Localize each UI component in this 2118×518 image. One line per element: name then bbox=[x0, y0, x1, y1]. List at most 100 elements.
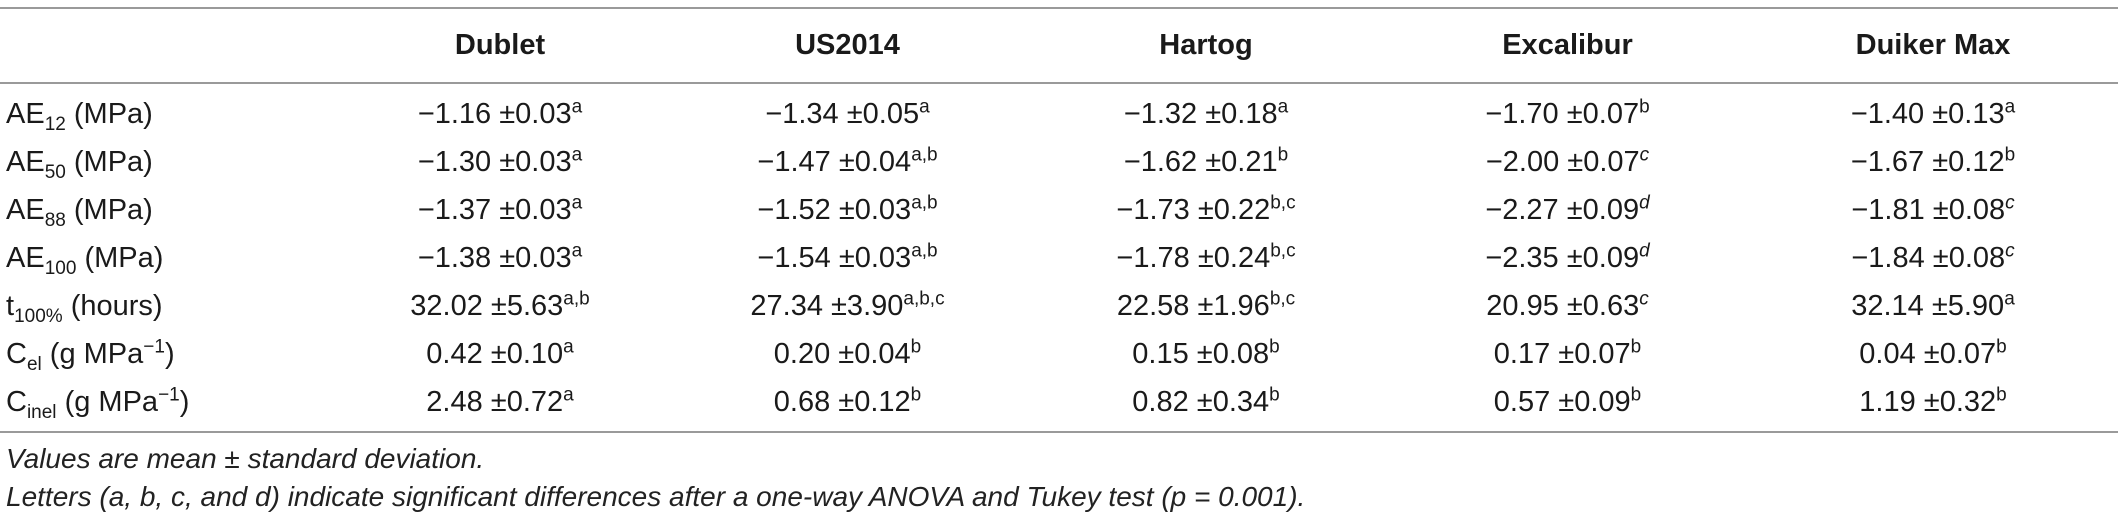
row-label: AE88 (MPa) bbox=[0, 186, 330, 234]
significance-letter: b bbox=[1269, 335, 1280, 357]
row-label: AE12 (MPa) bbox=[0, 82, 330, 138]
cell-value: −2.35 ±0.09 bbox=[1485, 241, 1640, 274]
row-label-symbol: AE bbox=[6, 193, 45, 226]
cell-value: 32.14 ±5.90 bbox=[1851, 289, 2005, 322]
row-label-symbol: AE bbox=[6, 97, 45, 130]
significance-letter: a,b bbox=[911, 239, 938, 261]
significance-letter: c bbox=[1639, 287, 1649, 309]
significance-letter: a,b bbox=[563, 287, 590, 309]
row-label-unit-close: ) bbox=[164, 337, 175, 370]
cell-value: 20.95 ±0.63 bbox=[1486, 289, 1640, 322]
row-label-subscript: 50 bbox=[44, 161, 66, 183]
significance-letter: a,b bbox=[911, 143, 938, 165]
cell-value: −1.37 ±0.03 bbox=[417, 193, 572, 226]
row-label-subscript: inel bbox=[26, 401, 57, 423]
table-cell: −1.37 ±0.03a bbox=[330, 186, 670, 234]
header-row: Dublet US2014 Hartog Excalibur Duiker Ma… bbox=[0, 9, 2118, 82]
significance-letter: b,c bbox=[1269, 287, 1296, 309]
table-cell: 0.68 ±0.12b bbox=[670, 378, 1025, 426]
cell-value: 22.58 ±1.96 bbox=[1116, 289, 1270, 322]
significance-letter: b bbox=[1996, 383, 2007, 405]
table-cell: −1.84 ±0.08c bbox=[1748, 234, 2118, 282]
row-label: Cel (g MPa−1) bbox=[0, 330, 330, 378]
table-cell: 0.57 ±0.09b bbox=[1387, 378, 1748, 426]
table-cell: −1.47 ±0.04a,b bbox=[670, 138, 1025, 186]
table-cell: −2.27 ±0.09d bbox=[1387, 186, 1748, 234]
header-cell-us2014: US2014 bbox=[795, 29, 900, 61]
cell-value: 0.04 ±0.07 bbox=[1859, 337, 1997, 370]
table-footnotes: Values are mean ± standard deviation. Le… bbox=[6, 440, 1305, 516]
cell-value: −1.84 ±0.08 bbox=[1851, 241, 2006, 274]
footnote-letters: Letters (a, b, c, and d) indicate signif… bbox=[6, 481, 1306, 512]
table-row: Cinel (g MPa−1) 2.48 ±0.72a 0.68 ±0.12b 0.8… bbox=[0, 378, 2118, 426]
table-cell: 1.19 ±0.32b bbox=[1748, 378, 2118, 426]
row-label: AE50 (MPa) bbox=[0, 138, 330, 186]
cell-value: −1.62 ±0.21 bbox=[1123, 145, 1278, 178]
row-label-subscript: 88 bbox=[44, 209, 66, 231]
table-cell: −1.78 ±0.24b,c bbox=[1025, 234, 1387, 282]
top-rule bbox=[0, 7, 2118, 9]
significance-letter: a bbox=[1277, 95, 1289, 117]
significance-letter: b bbox=[910, 383, 922, 405]
cell-value: −2.00 ±0.07 bbox=[1485, 145, 1640, 178]
cell-value: 0.82 ±0.34 bbox=[1132, 385, 1270, 418]
cell-value: 1.19 ±0.32 bbox=[1859, 385, 1997, 418]
results-table: Dublet US2014 Hartog Excalibur Duiker Ma… bbox=[0, 9, 2118, 426]
table-row: AE100 (MPa) −1.38 ±0.03a −1.54 ±0.03a,b −1.… bbox=[0, 234, 2118, 282]
row-label-symbol: AE bbox=[6, 145, 45, 178]
cell-value: −1.52 ±0.03 bbox=[757, 193, 912, 226]
significance-letter: a,b bbox=[911, 191, 938, 213]
row-label-unit: (MPa) bbox=[65, 145, 153, 178]
table-cell: −1.62 ±0.21b bbox=[1025, 138, 1387, 186]
cell-value: −1.38 ±0.03 bbox=[417, 241, 572, 274]
cell-value: −1.16 ±0.03 bbox=[417, 97, 572, 130]
cell-value: 0.57 ±0.09 bbox=[1493, 385, 1631, 418]
significance-letter: a bbox=[571, 191, 583, 213]
table-cell: 0.82 ±0.34b bbox=[1025, 378, 1387, 426]
cell-value: −1.40 ±0.13 bbox=[1850, 97, 2005, 130]
table-row: AE12 (MPa) −1.16 ±0.03a −1.34 ±0.05a −1.32 … bbox=[0, 82, 2118, 138]
row-label-subscript: 100% bbox=[14, 305, 63, 327]
significance-letter: c bbox=[2005, 239, 2015, 261]
significance-letter: b bbox=[1639, 95, 1650, 117]
table-row: t100% (hours) 32.02 ±5.63a,b 27.34 ±3.90a,… bbox=[0, 282, 2118, 330]
header-cell-dublet: Dublet bbox=[454, 29, 546, 61]
cell-value: −1.70 ±0.07 bbox=[1485, 97, 1640, 130]
table-cell: 22.58 ±1.96b,c bbox=[1025, 282, 1387, 330]
significance-letter: b,c bbox=[1270, 239, 1296, 261]
significance-letter: b bbox=[1277, 143, 1289, 165]
row-label-unit: (hours) bbox=[62, 289, 163, 322]
significance-letter: d bbox=[1639, 191, 1650, 213]
table-cell: −2.00 ±0.07c bbox=[1387, 138, 1748, 186]
table-row: AE50 (MPa) −1.30 ±0.03a −1.47 ±0.04a,b −1.6… bbox=[0, 138, 2118, 186]
cell-value: 32.02 ±5.63 bbox=[410, 289, 564, 322]
row-label-unit: (g MPa bbox=[56, 385, 159, 418]
significance-letter: a bbox=[571, 143, 583, 165]
row-label: t100% (hours) bbox=[0, 282, 330, 330]
cell-value: 27.34 ±3.90 bbox=[750, 289, 904, 322]
cell-value: −1.34 ±0.05 bbox=[765, 97, 920, 130]
row-label-symbol: C bbox=[6, 337, 27, 370]
header-cell-duiker-max: Duiker Max bbox=[1855, 29, 2011, 61]
cell-value: 0.42 ±0.10 bbox=[426, 337, 564, 370]
cell-value: −1.54 ±0.03 bbox=[757, 241, 912, 274]
significance-letter: c bbox=[2005, 191, 2015, 213]
row-label-subscript: 100 bbox=[44, 257, 77, 279]
cell-value: −1.30 ±0.03 bbox=[417, 145, 572, 178]
row-label-subscript: el bbox=[26, 353, 42, 375]
cell-value: 0.68 ±0.12 bbox=[773, 385, 911, 418]
row-label-symbol: AE bbox=[6, 241, 45, 274]
significance-letter: b,c bbox=[1270, 191, 1296, 213]
table-cell: 32.02 ±5.63a,b bbox=[330, 282, 670, 330]
row-label-subscript: 12 bbox=[44, 113, 66, 135]
header-cell-empty bbox=[0, 9, 330, 82]
significance-letter: b bbox=[1630, 383, 1642, 405]
significance-letter: a,b,c bbox=[903, 287, 945, 309]
table-cell: 2.48 ±0.72a bbox=[330, 378, 670, 426]
significance-letter: a bbox=[2004, 287, 2015, 309]
row-label: AE100 (MPa) bbox=[0, 234, 330, 282]
table-cell: 20.95 ±0.63c bbox=[1387, 282, 1748, 330]
significance-letter: b bbox=[1996, 335, 2007, 357]
table-cell: −1.81 ±0.08c bbox=[1748, 186, 2118, 234]
